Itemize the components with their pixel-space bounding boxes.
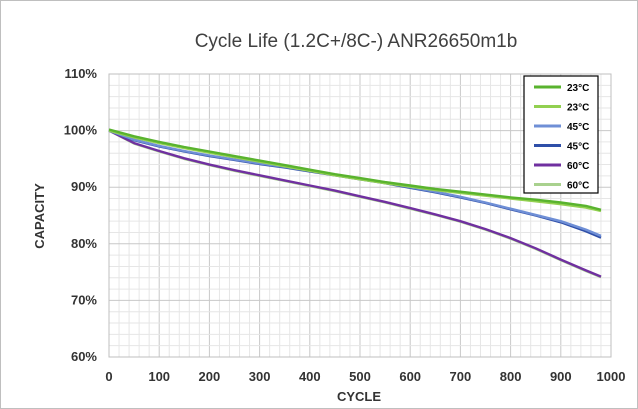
x-tick-label: 900 — [550, 369, 572, 384]
legend-box — [523, 75, 599, 194]
x-tick-label: 800 — [500, 369, 522, 384]
series-line-1 — [108, 128, 602, 211]
legend: 23°C 23°C 45°C 45°C 60°C 60°C — [523, 75, 599, 194]
x-tick-label: 300 — [249, 369, 271, 384]
x-tick-label: 400 — [299, 369, 321, 384]
x-tick-label: 100 — [148, 369, 170, 384]
y-tick-label: 60% — [71, 349, 97, 364]
y-tick-label: 110% — [64, 66, 97, 81]
x-tick-label: 700 — [450, 369, 472, 384]
legend-label: 23°C — [567, 103, 589, 114]
legend-label: 60°C — [567, 181, 589, 192]
tick-labels: 0 100 200 300 400 500 600 700 800 900 1000 60% 70% 80… — [64, 66, 626, 384]
x-tick-label: 500 — [349, 369, 371, 384]
x-axis-title: CYCLE — [337, 389, 381, 404]
legend-label: 45°C — [567, 122, 589, 133]
x-tick-label: 600 — [399, 369, 421, 384]
y-tick-label: 70% — [71, 292, 97, 307]
y-tick-label: 100% — [64, 123, 98, 138]
gridlines — [108, 73, 612, 358]
y-axis-title: CAPACITY — [32, 183, 47, 249]
series-line-5 — [108, 129, 602, 278]
y-tick-label: 80% — [71, 236, 97, 251]
plot-area — [108, 73, 612, 358]
y-tick-label: 90% — [71, 179, 97, 194]
legend-label: 23°C — [567, 83, 589, 94]
x-tick-label: 0 — [105, 369, 112, 384]
chart-title: Cycle Life (1.2C+/8C-) ANR26650m1b — [195, 31, 518, 52]
legend-label: 60°C — [567, 161, 589, 172]
legend-label: 45°C — [567, 142, 589, 153]
x-tick-label: 1000 — [597, 369, 626, 384]
x-tick-label: 200 — [199, 369, 221, 384]
series-layer — [108, 128, 602, 279]
